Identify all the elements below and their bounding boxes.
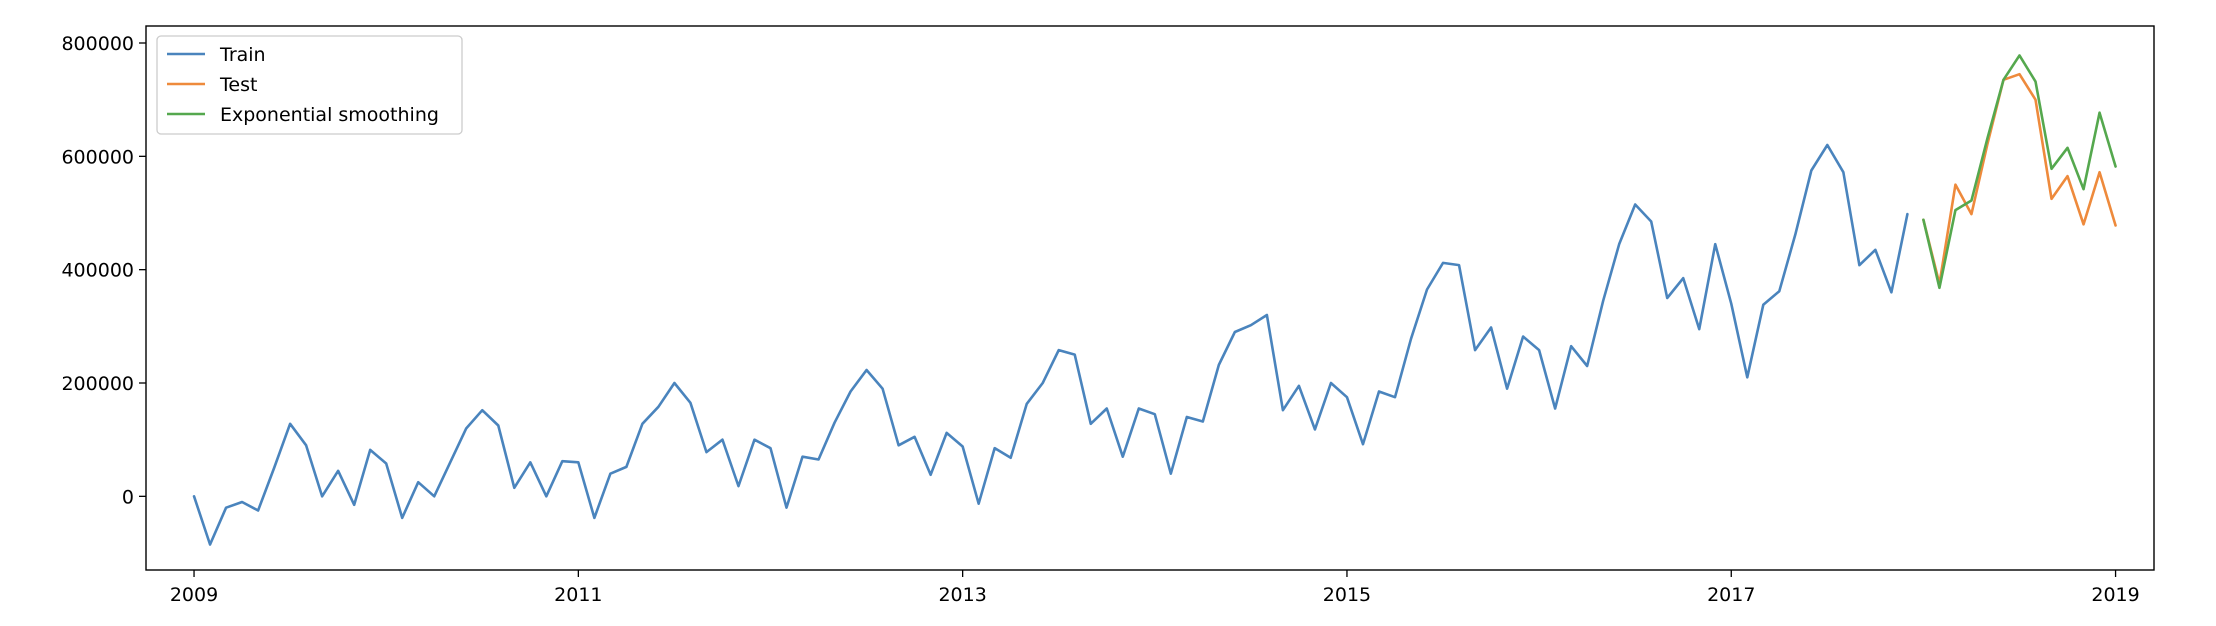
x-tick-label: 2017 [1707,584,1755,606]
series-line-exponential-smoothing [1922,54,2117,290]
legend-label-test: Test [219,74,257,96]
y-tick-label: 200000 [61,373,134,395]
y-tick-label: 600000 [61,146,134,168]
series-layer [192,54,2117,546]
legend: Train Test Exponential smoothing [156,35,463,135]
y-axis: 0 200000 400000 600000 800000 [61,33,146,508]
x-tick-label: 2013 [938,584,986,606]
series-line-test [1922,72,2117,286]
series-line-train [192,143,1909,546]
x-axis: 2009 2011 2013 2015 2017 2019 [170,570,2140,606]
x-tick-label: 2011 [554,584,602,606]
plot-frame [145,25,2155,571]
y-tick-label: 0 [122,486,134,508]
y-tick-label: 800000 [61,33,134,55]
plot-background [146,26,2154,570]
x-tick-label: 2019 [2091,584,2139,606]
legend-box [156,35,463,135]
legend-label-train: Train [219,44,266,66]
y-tick-label: 400000 [61,260,134,282]
legend-label-exponential-smoothing: Exponential smoothing [220,104,439,126]
x-tick-label: 2015 [1323,584,1371,606]
x-tick-label: 2009 [170,584,218,606]
